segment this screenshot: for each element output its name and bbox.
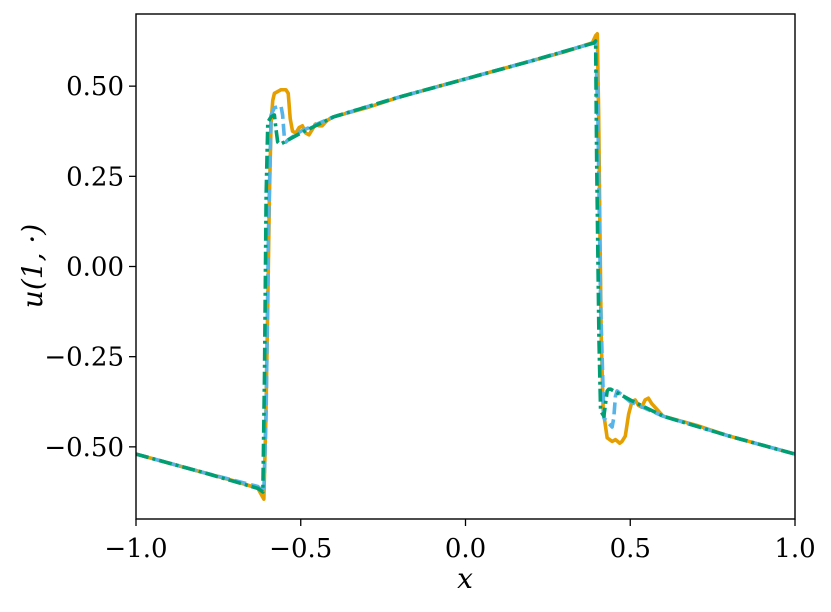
x-tick-label: 1.0 (774, 534, 815, 564)
x-tick-label: 0.0 (445, 534, 486, 564)
x-tick-label: −1.0 (104, 534, 167, 564)
y-tick-label: 0.50 (66, 72, 124, 102)
x-tick-label: −0.5 (269, 534, 332, 564)
x-tick-label: 0.5 (610, 534, 651, 564)
y-tick-label: −0.50 (44, 433, 124, 463)
series-line-1 (135, 32, 796, 501)
series-line-3 (135, 39, 796, 494)
y-axis-label: u(1, ·) (16, 224, 49, 308)
y-tick-label: −0.25 (44, 343, 124, 373)
y-axis-ticks: −0.50 −0.25 0.00 0.25 0.50 (44, 72, 136, 463)
plot-frame (135, 13, 796, 520)
y-tick-label: 0.25 (66, 162, 124, 192)
series-lines (135, 32, 796, 501)
x-axis-label: x (457, 562, 473, 595)
y-tick-label: 0.00 (66, 253, 124, 283)
x-axis-ticks: −1.0 −0.5 0.0 0.5 1.0 (104, 519, 816, 564)
